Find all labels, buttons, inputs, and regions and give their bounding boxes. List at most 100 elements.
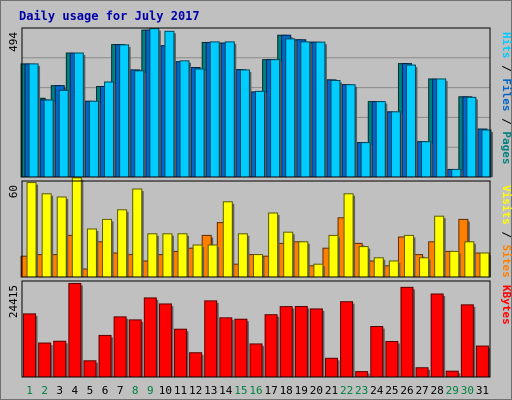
bar-kbytes-day-14: [219, 317, 233, 378]
bar-visits-day-17: [268, 212, 279, 278]
bar-hits-day-23: [360, 142, 371, 178]
bar-visits-day-6: [102, 218, 113, 278]
bar-visits-day-3: [56, 196, 67, 278]
bar-kbytes-day-24: [370, 326, 384, 378]
bar-hits-day-2: [43, 99, 54, 178]
x-tick-label-day-22: 22: [340, 384, 353, 397]
x-tick-label-day-21: 21: [325, 384, 338, 397]
bar-hits-day-25: [390, 111, 401, 178]
bar-kbytes-day-16: [249, 343, 263, 378]
bar-visits-day-13: [207, 244, 218, 278]
bar-hits-day-20: [315, 41, 326, 178]
bar-kbytes-day-1: [23, 313, 37, 378]
bar-hits-day-9: [149, 28, 160, 178]
bar-visits-day-16: [253, 254, 263, 278]
bar-hits-day-17: [270, 59, 281, 178]
bar-visits-day-25: [388, 260, 399, 278]
bar-hits-day-12: [194, 68, 205, 178]
x-tick-label-day-5: 5: [87, 384, 94, 397]
bar-visits-day-22: [343, 193, 354, 278]
x-tick-label-day-24: 24: [370, 384, 384, 397]
x-tick-label-day-3: 3: [56, 384, 63, 397]
chart-title: Daily usage for July 2017: [19, 9, 200, 23]
x-tick-label-day-10: 10: [159, 384, 172, 397]
bar-kbytes-day-28: [430, 293, 444, 378]
bar-visits-day-26: [403, 234, 414, 278]
bar-visits-day-9: [147, 233, 158, 278]
bar-kbytes-day-10: [158, 303, 172, 378]
bar-hits-day-30: [466, 96, 477, 178]
bar-kbytes-day-29: [445, 370, 459, 378]
bar-visits-day-5: [86, 228, 97, 278]
bar-kbytes-day-25: [385, 340, 399, 378]
x-tick-label-day-9: 9: [147, 384, 154, 397]
x-tick-label-day-15: 15: [234, 384, 247, 397]
panel-kbytes-axis-max-label: 24415: [7, 285, 20, 318]
x-tick-label-day-31: 31: [476, 384, 489, 397]
bar-hits-day-27: [421, 141, 432, 178]
bar-visits-day-19: [298, 241, 309, 278]
bar-hits-day-6: [104, 81, 115, 178]
bar-kbytes-day-30: [460, 304, 474, 378]
x-tick-label-day-19: 19: [295, 384, 308, 397]
bar-kbytes-day-18: [279, 306, 293, 378]
bar-hits-day-21: [330, 79, 341, 178]
x-tick-label-day-29: 29: [446, 384, 459, 397]
bar-kbytes-day-5: [83, 360, 97, 378]
legend-entry-visits: Visits: [500, 185, 512, 225]
bar-visits-day-21: [328, 234, 339, 278]
bar-visits-day-8: [132, 188, 143, 278]
bar-kbytes-day-17: [264, 314, 278, 378]
bar-kbytes-day-4: [68, 282, 82, 378]
bar-visits-day-18: [283, 231, 294, 278]
bar-kbytes-day-6: [98, 334, 112, 378]
bar-visits-day-11: [177, 233, 188, 278]
x-tick-label-day-27: 27: [415, 384, 428, 397]
panel-kbytes-legend: KBytes: [500, 285, 512, 325]
bar-kbytes-day-20: [309, 308, 323, 378]
bar-kbytes-day-2: [38, 342, 52, 378]
bar-kbytes-day-22: [340, 301, 354, 378]
bar-kbytes-day-21: [324, 357, 338, 378]
bar-hits-day-15: [239, 69, 250, 178]
bar-hits-day-28: [436, 78, 447, 178]
x-tick-label-day-28: 28: [431, 384, 444, 397]
bar-kbytes-day-8: [128, 319, 142, 378]
bar-visits-day-28: [434, 215, 445, 278]
bar-kbytes-day-9: [143, 297, 157, 378]
panel-hits-axis-max-label: 494: [7, 32, 20, 52]
bar-hits-day-5: [88, 100, 99, 178]
x-tick-label-day-11: 11: [174, 384, 187, 397]
bar-kbytes-day-26: [400, 286, 414, 378]
legend-entry-sites: Sites: [500, 245, 512, 278]
bar-kbytes-day-27: [415, 367, 429, 378]
bar-visits-day-24: [373, 257, 384, 278]
bar-visits-day-1: [26, 182, 37, 278]
bar-hits-day-7: [119, 44, 130, 178]
bar-visits-day-14: [222, 201, 233, 278]
legend-entry-hits: Hits: [500, 32, 512, 59]
x-tick-label-day-6: 6: [102, 384, 109, 397]
x-tick-label-day-14: 14: [219, 384, 233, 397]
bar-hits-day-19: [300, 41, 311, 178]
bar-hits-day-4: [73, 52, 84, 178]
bar-visits-day-29: [449, 250, 460, 278]
bar-hits-day-26: [405, 64, 416, 178]
bar-visits-day-12: [192, 244, 203, 278]
x-tick-label-day-25: 25: [385, 384, 398, 397]
legend-entry-files: Files: [500, 78, 512, 111]
x-tick-label-day-18: 18: [280, 384, 293, 397]
bar-hits-day-13: [209, 41, 220, 178]
bar-hits-day-11: [179, 60, 190, 178]
x-tick-label-day-26: 26: [400, 384, 413, 397]
panel-hits-legend: Hits / Files / Pages: [500, 32, 512, 165]
panel-visits-legend: Visits / Sites: [500, 185, 512, 278]
panel-visits-border: [21, 180, 491, 278]
bar-kbytes-day-31: [475, 345, 489, 378]
bar-visits-day-23: [358, 246, 369, 278]
bar-visits-day-4: [71, 177, 82, 278]
bar-hits-day-10: [164, 30, 175, 178]
bar-hits-day-14: [224, 41, 235, 178]
x-tick-label-day-8: 8: [132, 384, 139, 397]
bar-visits-day-27: [419, 257, 430, 278]
